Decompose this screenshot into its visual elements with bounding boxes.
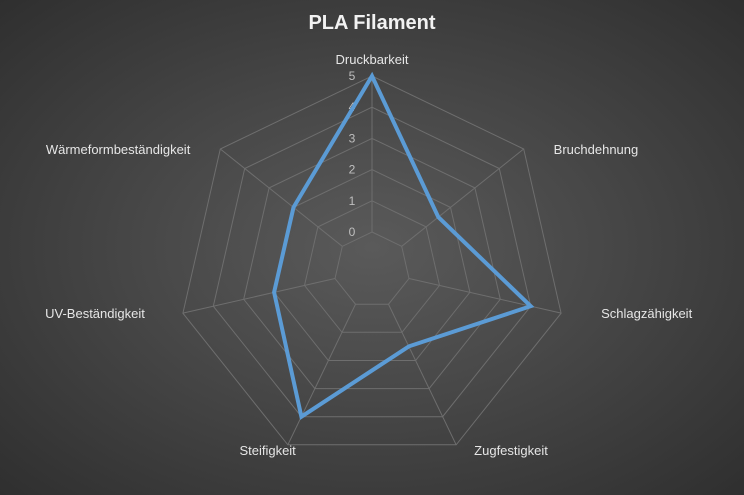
axis-spoke <box>220 148 343 247</box>
grid-ring-5 <box>182 75 562 446</box>
category-label: Druckbarkeit <box>336 52 409 67</box>
axis-spoke <box>388 304 457 446</box>
axis-spoke <box>287 304 356 446</box>
category-label: UV-Beständigkeit <box>45 306 145 321</box>
axis-spoke <box>401 148 524 247</box>
grid-ring-4 <box>212 106 532 418</box>
category-label: Schlagzähigkeit <box>601 306 692 321</box>
tick-label: 0 <box>349 225 356 239</box>
category-label: Bruchdehnung <box>554 142 639 157</box>
category-label: Zugfestigkeit <box>474 443 548 458</box>
axis-spoke <box>408 277 562 314</box>
tick-label: 1 <box>349 194 356 208</box>
grid-ring-1 <box>303 200 441 333</box>
grid-ring-3 <box>243 137 501 390</box>
series-line <box>272 71 535 420</box>
tick-label: 2 <box>349 163 356 177</box>
grid-ring-0 <box>334 231 410 305</box>
axis-spoke <box>182 277 336 314</box>
tick-label: 3 <box>349 131 356 145</box>
category-label: Wärmeformbeständigkeit <box>46 142 191 157</box>
category-label: Steifigkeit <box>239 443 296 458</box>
chart-title: PLA Filament <box>308 12 436 34</box>
tick-label: 5 <box>349 69 356 83</box>
